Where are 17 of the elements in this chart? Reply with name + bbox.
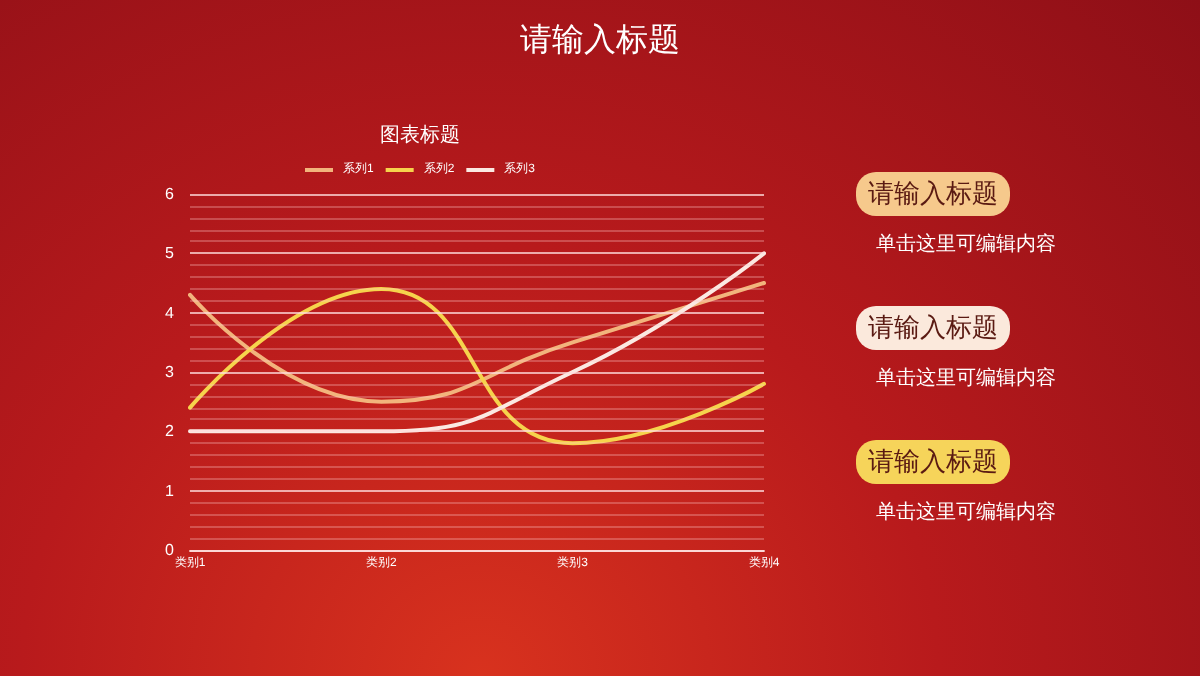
text: 单击这里可编辑内容 bbox=[876, 231, 1058, 258]
y-tick-label: 6 bbox=[165, 185, 176, 203]
line-series bbox=[188, 286, 766, 446]
text: 请输入标题 bbox=[856, 306, 1010, 350]
text: 请输入标题 bbox=[856, 440, 1010, 484]
line-series bbox=[188, 281, 766, 404]
chart-subtitle: 图表标题 bbox=[380, 123, 460, 147]
text: 请输入标题 bbox=[856, 172, 1010, 216]
y-tick-label: 0 bbox=[165, 541, 176, 559]
y-tick-label: 4 bbox=[165, 303, 176, 322]
y-tick-label: 5 bbox=[165, 244, 176, 263]
text: 单击这里可编辑内容 bbox=[876, 365, 1058, 392]
chart-title: 请输入标题 bbox=[518, 20, 682, 62]
y-tick-label: 3 bbox=[165, 363, 176, 381]
text: 单击这里可编辑内容 bbox=[876, 499, 1058, 526]
y-tick-label: 1 bbox=[165, 481, 176, 500]
y-tick-label: 2 bbox=[165, 422, 176, 441]
